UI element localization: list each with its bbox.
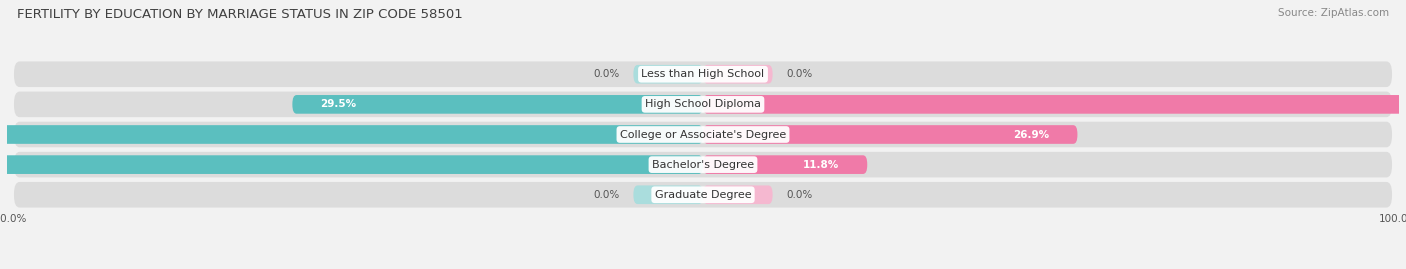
FancyBboxPatch shape (14, 91, 1392, 117)
FancyBboxPatch shape (0, 155, 703, 174)
Text: 0.0%: 0.0% (786, 190, 813, 200)
FancyBboxPatch shape (633, 65, 703, 84)
Text: FERTILITY BY EDUCATION BY MARRIAGE STATUS IN ZIP CODE 58501: FERTILITY BY EDUCATION BY MARRIAGE STATU… (17, 8, 463, 21)
Text: College or Associate's Degree: College or Associate's Degree (620, 129, 786, 140)
FancyBboxPatch shape (703, 65, 773, 84)
FancyBboxPatch shape (703, 185, 773, 204)
Text: 0.0%: 0.0% (593, 69, 620, 79)
Text: High School Diploma: High School Diploma (645, 99, 761, 109)
FancyBboxPatch shape (14, 61, 1392, 87)
FancyBboxPatch shape (633, 185, 703, 204)
Text: Graduate Degree: Graduate Degree (655, 190, 751, 200)
FancyBboxPatch shape (14, 152, 1392, 178)
Text: 0.0%: 0.0% (593, 190, 620, 200)
FancyBboxPatch shape (703, 95, 1406, 114)
Text: 0.0%: 0.0% (786, 69, 813, 79)
Text: Bachelor's Degree: Bachelor's Degree (652, 160, 754, 170)
Text: 26.9%: 26.9% (1014, 129, 1050, 140)
Text: Less than High School: Less than High School (641, 69, 765, 79)
FancyBboxPatch shape (703, 155, 868, 174)
FancyBboxPatch shape (703, 125, 1077, 144)
FancyBboxPatch shape (0, 125, 703, 144)
FancyBboxPatch shape (14, 182, 1392, 208)
FancyBboxPatch shape (14, 122, 1392, 147)
Text: 11.8%: 11.8% (803, 160, 839, 170)
Text: 29.5%: 29.5% (321, 99, 356, 109)
FancyBboxPatch shape (292, 95, 703, 114)
Text: Source: ZipAtlas.com: Source: ZipAtlas.com (1278, 8, 1389, 18)
